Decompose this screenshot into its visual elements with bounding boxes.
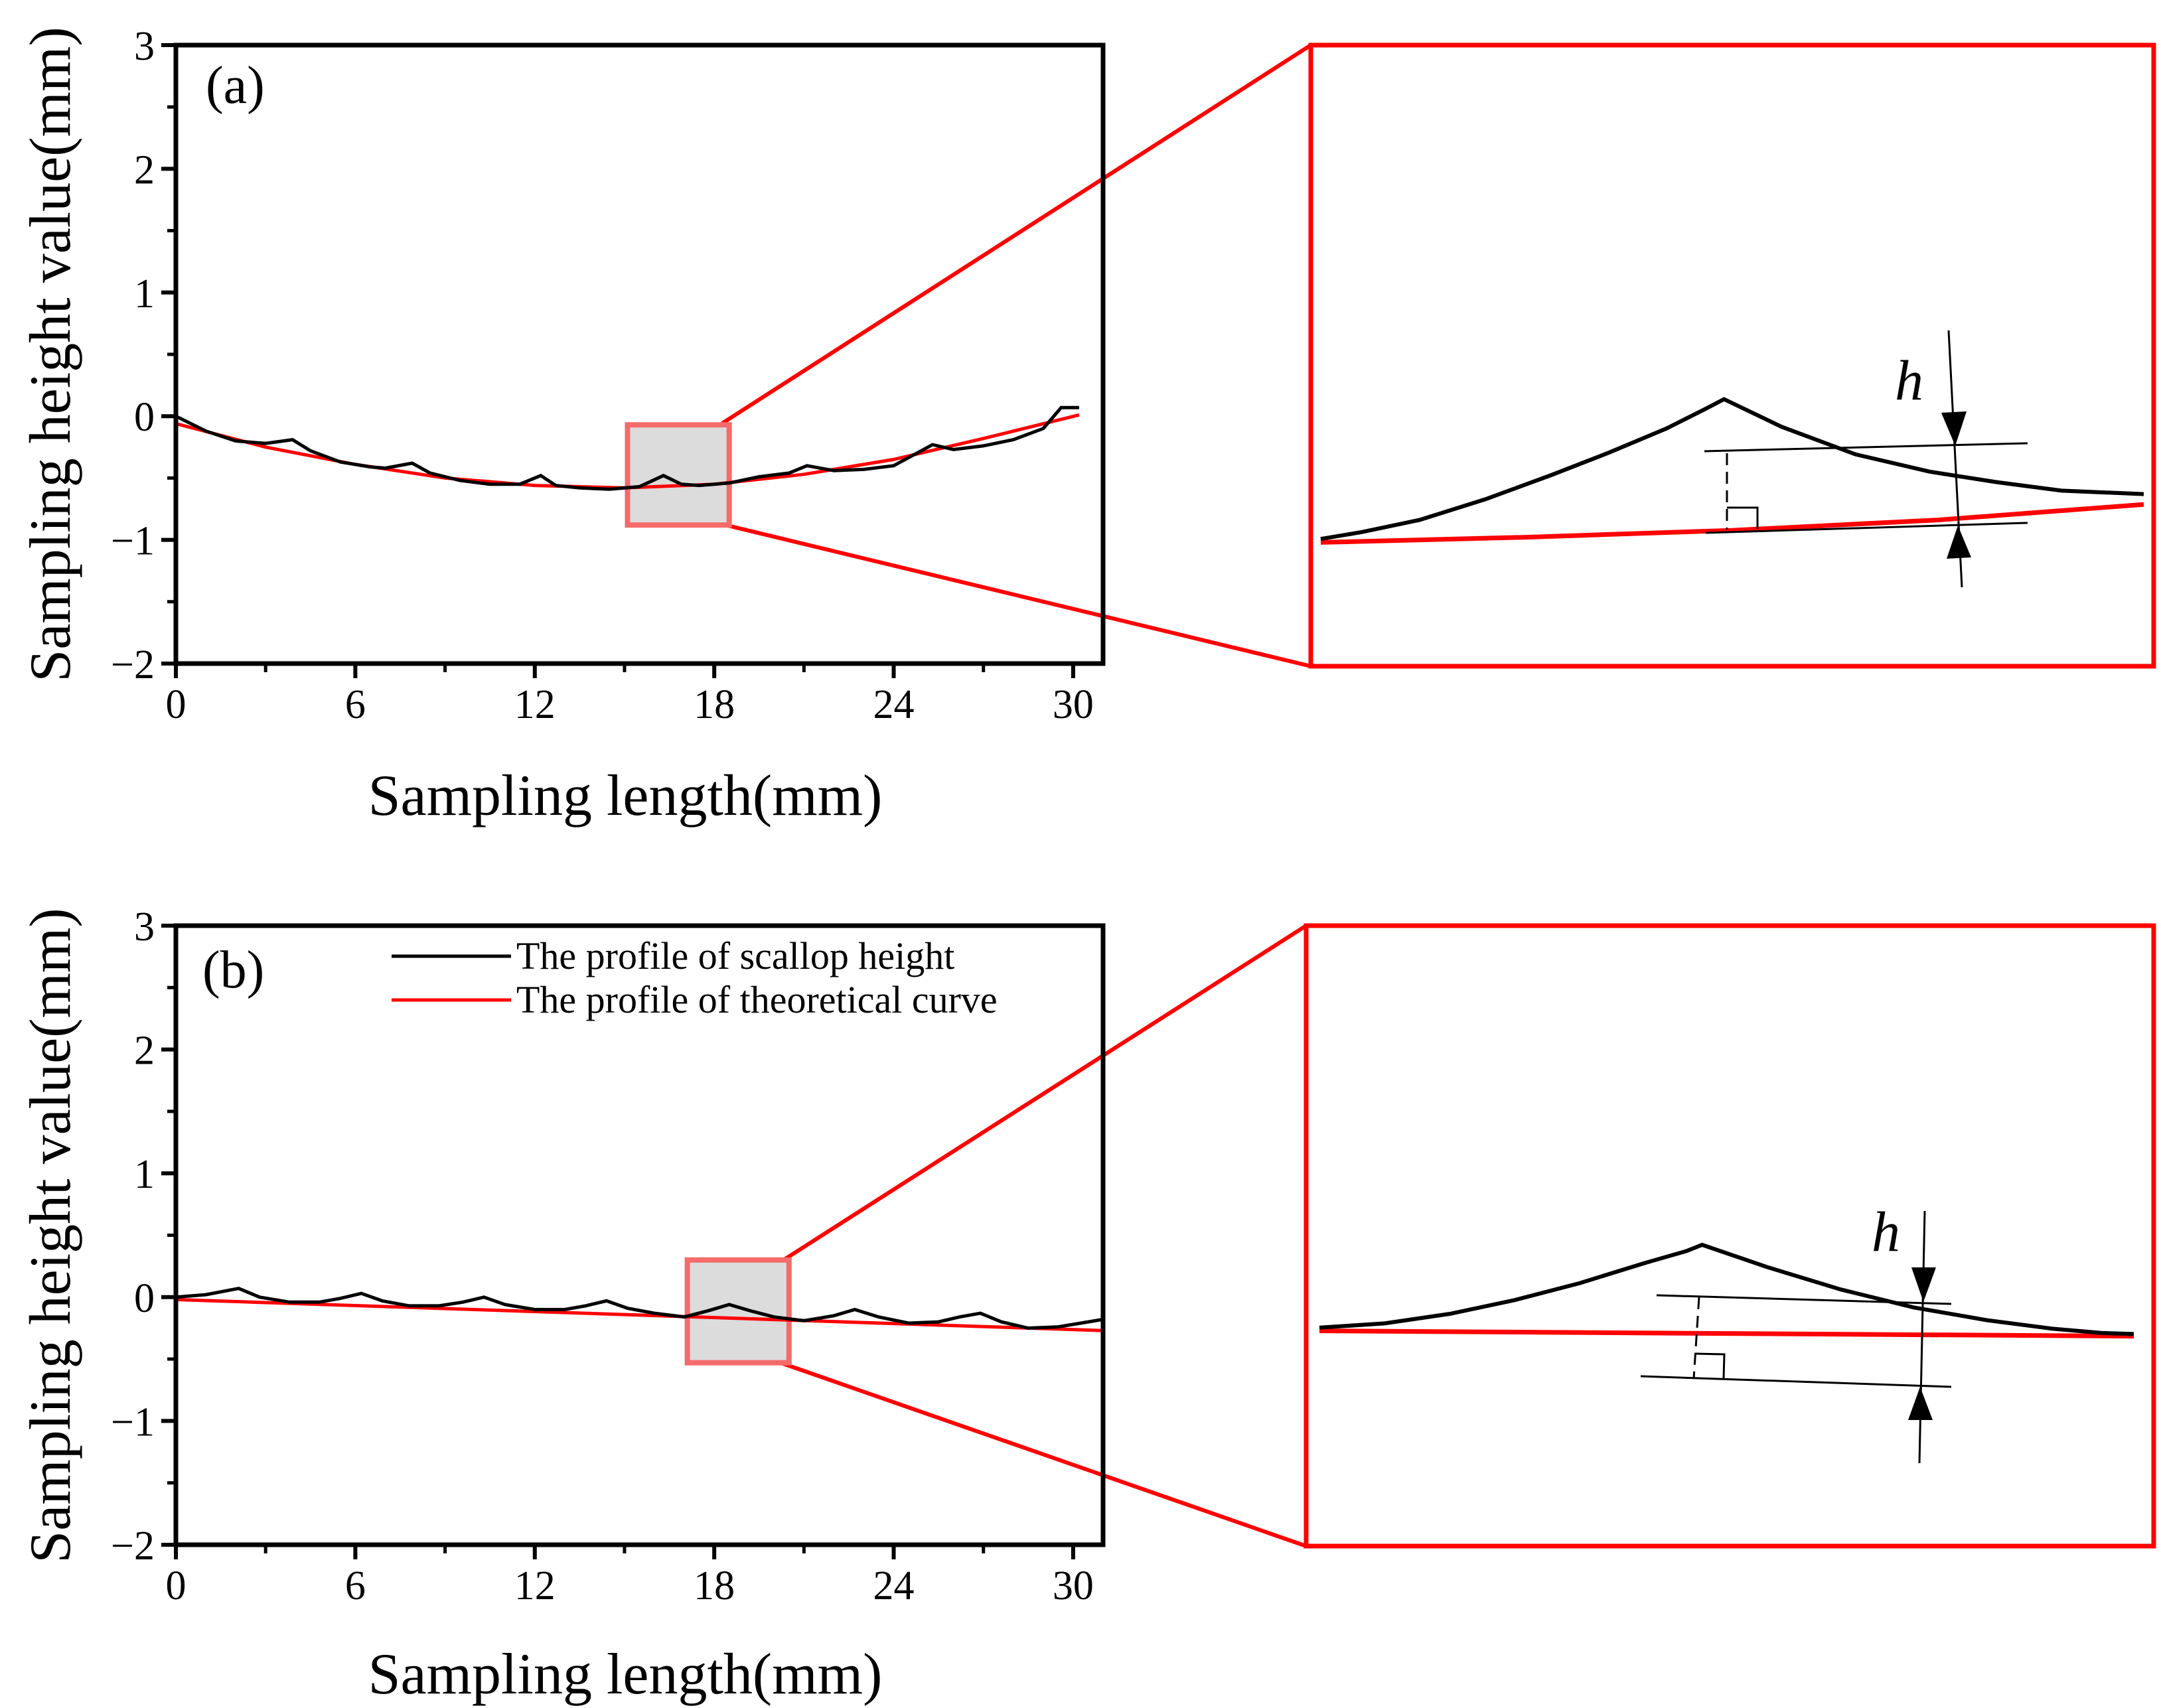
h-label: h: [1872, 1200, 1900, 1263]
inset-annotation: h: [1704, 330, 2028, 588]
y-tick-label: 0: [134, 395, 155, 440]
x-tick-label: 30: [1053, 682, 1094, 727]
inset-frame: [1304, 923, 2156, 1549]
x-tick-label: 12: [514, 1563, 556, 1608]
y-tick-label: 1: [134, 1152, 155, 1197]
y-tick-label: 3: [134, 904, 155, 950]
base-tangent-line: [1705, 522, 2028, 534]
scallop-profile-line: [176, 1287, 1103, 1330]
inset-theoretical-line: [1320, 502, 2144, 545]
h-arrow-down-icon: [1911, 1267, 1936, 1302]
zoom-box: [625, 422, 732, 528]
y-tick-label: 1: [134, 271, 155, 317]
x-tick-label: 30: [1053, 1563, 1094, 1608]
y-tick-label: −1: [111, 1399, 155, 1445]
peak-tangent-line: [1656, 1294, 1952, 1305]
y-tick-label: 3: [134, 24, 155, 69]
zoom-connector-top: [721, 43, 1312, 425]
x-tick-label: 0: [166, 682, 186, 727]
x-tick-label: 12: [514, 682, 556, 727]
zoom-connector-bottom: [779, 1360, 1307, 1548]
x-axis-title: Sampling length(mm): [368, 1642, 883, 1707]
x-tick-label: 18: [694, 682, 735, 727]
panel-label: (a): [206, 56, 265, 115]
plot-frame: [173, 42, 1106, 666]
y-tick-label: 0: [134, 1276, 155, 1321]
right-angle-marker: [1727, 506, 1759, 529]
x-tick-label: 0: [166, 1563, 186, 1608]
x-tick-label: 6: [345, 682, 366, 727]
x-axis-title: Sampling length(mm): [368, 764, 883, 828]
inset-scallop-line: [1320, 397, 2144, 541]
peak-perpendicular: [1692, 1297, 1700, 1379]
y-tick-label: −2: [111, 1524, 155, 1569]
y-tick-label: 2: [134, 1029, 155, 1074]
zoom-connector-bottom: [721, 522, 1311, 668]
y-tick-label: 2: [134, 147, 155, 192]
inset-theoretical-line: [1319, 1328, 2134, 1339]
x-tick-label: 6: [345, 1563, 366, 1608]
y-axis-title: Sampling height value(mm): [19, 908, 83, 1563]
panel-label: (b): [202, 941, 264, 999]
h-arrow-down-icon: [1941, 411, 1967, 446]
x-tick-label: 24: [873, 1563, 915, 1608]
y-axis-title: Sampling height value(mm): [19, 27, 83, 681]
legend: The profile of scallop height The profil…: [392, 934, 998, 1021]
inset-frame: [1308, 42, 2156, 669]
x-tick-label: 24: [873, 682, 915, 727]
h-dimension-line: [1918, 1210, 1926, 1464]
y-tick-label: −2: [111, 642, 155, 687]
scallop-profile-line: [176, 405, 1079, 491]
right-angle-marker: [1694, 1352, 1726, 1380]
base-tangent-line: [1640, 1375, 1952, 1388]
y-tick-label: −1: [111, 519, 155, 564]
zoom-connector-top: [778, 924, 1307, 1265]
legend-label-theory: The profile of theoretical curve: [516, 978, 998, 1021]
inset-annotation: h: [1640, 1200, 1952, 1464]
h-label: h: [1895, 348, 1923, 412]
theoretical-curve-line: [176, 1298, 1103, 1332]
x-tick-label: 18: [694, 1563, 735, 1608]
inset-scallop-line: [1319, 1242, 2134, 1336]
legend-label-scallop: The profile of scallop height: [516, 934, 954, 977]
peak-tangent-line: [1704, 442, 2028, 453]
h-arrow-up-icon: [1947, 526, 1971, 559]
h-arrow-up-icon: [1908, 1387, 1933, 1420]
